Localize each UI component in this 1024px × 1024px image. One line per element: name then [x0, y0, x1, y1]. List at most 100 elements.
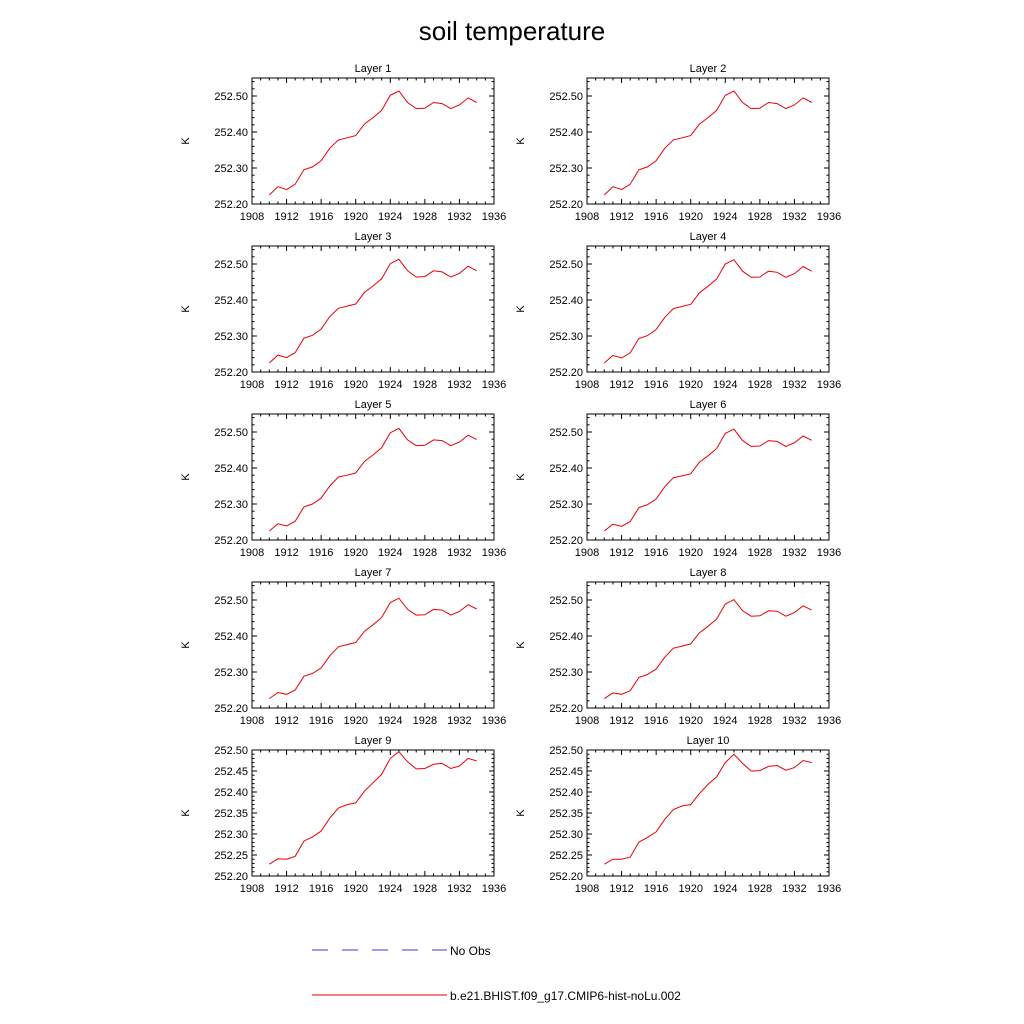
y-axis-label: K [515, 137, 527, 145]
x-tick-label: 1908 [575, 379, 599, 391]
x-tick-label: 1928 [748, 547, 772, 559]
series-line [268, 90, 477, 196]
legend: No Obs b.e21.BHIST.f09_g17.CMIP6-hist-no… [312, 944, 681, 1003]
x-tick-label: 1932 [447, 547, 471, 559]
panel-9: Layer 9 K 1908 1912 1916 1920 1924 1928 1932 1936… [180, 735, 506, 895]
y-tick-label: 252.50 [549, 595, 583, 607]
legend-label-model-run: b.e21.BHIST.f09_g17.CMIP6-hist-noLu.002 [450, 989, 681, 1003]
panel-1: Layer 1 K 1908 1912 1916 1920 1924 1928 1932 1936… [180, 63, 506, 223]
figure-title: soil temperature [419, 16, 605, 46]
y-axis-label: K [515, 305, 527, 313]
y-tick-label: 252.50 [549, 745, 583, 757]
x-tick-label: 1916 [309, 715, 333, 727]
plot-frame [586, 749, 830, 877]
series-line [603, 90, 812, 196]
plot-frame [586, 581, 830, 709]
y-axis-label: K [180, 137, 192, 145]
series-line [604, 753, 812, 865]
x-tick-label: 1936 [482, 715, 506, 727]
y-tick-label: 252.25 [214, 850, 248, 862]
y-tick-label: 252.50 [549, 91, 583, 103]
x-tick-label: 1916 [309, 883, 333, 895]
x-tick-label: 1916 [644, 211, 668, 223]
series-line [269, 597, 477, 700]
plot-frame [251, 749, 495, 877]
x-tick-label: 1920 [343, 547, 367, 559]
x-tick-label: 1932 [447, 715, 471, 727]
x-tick-label: 1916 [644, 547, 668, 559]
x-tick-label: 1928 [748, 883, 772, 895]
x-tick-label: 1912 [274, 379, 298, 391]
series-line [603, 428, 812, 532]
y-tick-label: 252.50 [214, 745, 248, 757]
panel-title: Layer 8 [690, 567, 727, 579]
x-tick-label: 1908 [240, 379, 264, 391]
x-tick-label: 1936 [817, 211, 841, 223]
y-tick-label: 252.45 [214, 766, 248, 778]
y-tick-label: 252.20 [214, 367, 248, 379]
y-tick-label: 252.20 [214, 535, 248, 547]
x-tick-label: 1908 [575, 211, 599, 223]
x-tick-label: 1924 [713, 547, 737, 559]
plot-frame [251, 77, 495, 205]
series-line [268, 427, 477, 532]
y-axis-label: K [515, 473, 527, 481]
y-tick-label: 252.35 [214, 808, 248, 820]
y-tick-label: 252.20 [214, 703, 248, 715]
x-tick-label: 1916 [644, 379, 668, 391]
x-tick-label: 1924 [378, 211, 402, 223]
y-tick-label: 252.35 [549, 808, 583, 820]
x-tick-label: 1912 [274, 883, 298, 895]
x-tick-label: 1916 [644, 883, 668, 895]
x-tick-label: 1912 [274, 211, 298, 223]
y-tick-label: 252.40 [214, 463, 248, 475]
x-tick-label: 1920 [678, 547, 702, 559]
x-tick-label: 1936 [482, 211, 506, 223]
panel-title: Layer 2 [690, 63, 727, 75]
y-tick-label: 252.20 [549, 871, 583, 883]
x-tick-label: 1920 [678, 715, 702, 727]
x-tick-label: 1920 [343, 211, 367, 223]
x-tick-label: 1912 [274, 715, 298, 727]
x-tick-label: 1908 [240, 547, 264, 559]
y-tick-label: 252.50 [549, 427, 583, 439]
x-tick-label: 1912 [609, 547, 633, 559]
y-tick-label: 252.40 [549, 463, 583, 475]
x-tick-label: 1916 [644, 715, 668, 727]
panel-title: Layer 9 [355, 735, 392, 747]
y-axis-label: K [515, 809, 527, 817]
panel-3: Layer 3 K 1908 1912 1916 1920 1924 1928 1932 1936… [180, 231, 506, 391]
x-tick-label: 1908 [240, 211, 264, 223]
plot-frame [586, 77, 830, 205]
y-tick-label: 252.50 [214, 427, 248, 439]
panel-2: Layer 2 K 1908 1912 1916 1920 1924 1928 1932 1936… [515, 63, 841, 223]
y-tick-label: 252.50 [214, 91, 248, 103]
panel-title: Layer 3 [355, 231, 392, 243]
x-tick-label: 1928 [748, 211, 772, 223]
x-tick-label: 1932 [447, 211, 471, 223]
panel-title: Layer 1 [355, 63, 392, 75]
x-tick-label: 1920 [343, 715, 367, 727]
panels-grid: Layer 1 K 1908 1912 1916 1920 1924 1928 1932 1936… [180, 63, 841, 895]
y-tick-label: 252.50 [214, 259, 248, 271]
y-tick-label: 252.30 [549, 499, 583, 511]
panel-6: Layer 6 K 1908 1912 1916 1920 1924 1928 1932 1936… [515, 399, 841, 559]
x-tick-label: 1928 [413, 883, 437, 895]
panel-5: Layer 5 K 1908 1912 1916 1920 1924 1928 1932 1936… [180, 399, 506, 559]
y-tick-label: 252.30 [214, 499, 248, 511]
x-tick-label: 1928 [748, 715, 772, 727]
y-axis-label: K [180, 305, 192, 313]
x-tick-label: 1912 [609, 883, 633, 895]
series-line [269, 751, 477, 865]
x-tick-label: 1916 [309, 211, 333, 223]
y-axis-label: K [515, 641, 527, 649]
y-tick-label: 252.20 [214, 199, 248, 211]
series-line [604, 598, 812, 700]
x-tick-label: 1924 [378, 715, 402, 727]
plot-frame [586, 245, 830, 373]
x-tick-label: 1912 [609, 715, 633, 727]
plot-frame [251, 245, 495, 373]
x-tick-label: 1928 [413, 715, 437, 727]
x-tick-label: 1928 [413, 547, 437, 559]
